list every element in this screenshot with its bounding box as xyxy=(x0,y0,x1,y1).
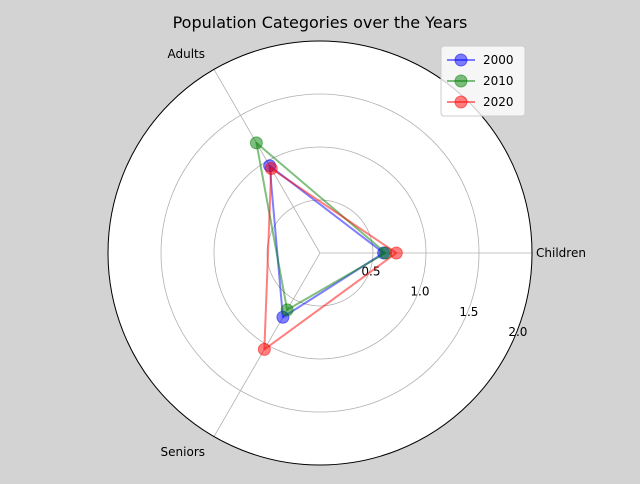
data-point-2020 xyxy=(257,342,271,356)
chart-title: Population Categories over the Years xyxy=(173,13,468,32)
polar-frame xyxy=(107,40,533,466)
legend-label-2020: 2020 xyxy=(483,95,514,109)
data-point-2010 xyxy=(280,303,294,317)
legend-marker-2010 xyxy=(454,74,468,88)
series-line-2000 xyxy=(268,164,385,319)
series-line-2010 xyxy=(255,141,387,311)
legend-label-2000: 2000 xyxy=(483,53,514,67)
data-point-2010 xyxy=(249,136,263,150)
data-point-2020 xyxy=(264,162,278,176)
series-line-2020 xyxy=(263,167,398,351)
legend: 2000 2010 2020 xyxy=(440,45,526,117)
legend-label-2010: 2010 xyxy=(483,74,514,88)
category-label: Adults xyxy=(167,47,205,61)
category-label: Children xyxy=(536,246,586,260)
data-point-2020 xyxy=(389,246,403,260)
category-label: Seniors xyxy=(161,445,205,459)
legend-marker-2000 xyxy=(454,53,468,67)
radial-tick-label: 1.5 xyxy=(459,305,478,319)
legend-marker-2020 xyxy=(454,95,468,109)
radial-tick-label: 2.0 xyxy=(508,325,527,339)
radial-tick-label: 1.0 xyxy=(410,285,429,299)
